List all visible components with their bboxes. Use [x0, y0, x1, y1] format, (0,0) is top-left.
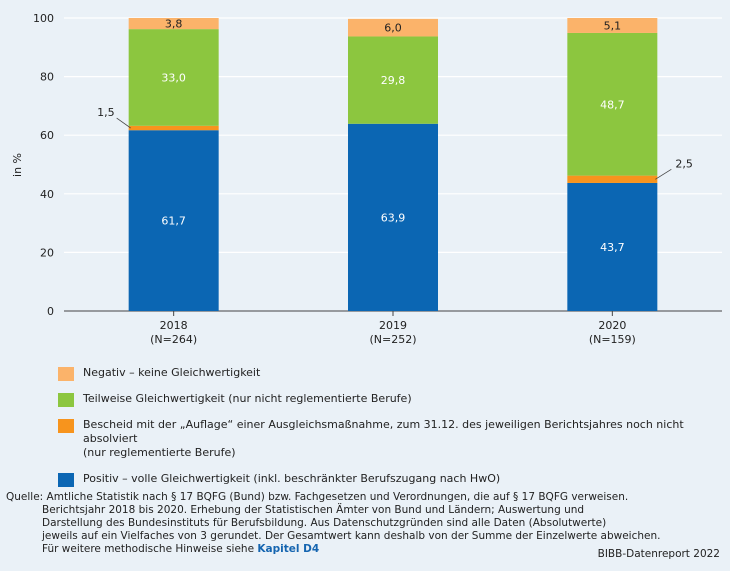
- y-tick-60: 60: [40, 129, 54, 142]
- label-auflage-2020: 2,5: [675, 157, 693, 170]
- label-positiv-2020: 43,7: [600, 241, 625, 254]
- y-tick-100: 100: [33, 12, 54, 25]
- bar-negativ-2019: [348, 18, 438, 37]
- chapter-link[interactable]: Kapitel D4: [257, 543, 320, 555]
- segment-labels: 61,7 1,5 33,0 3,8 63,9 29,8 6,0 43,7 2,5 48,7 5,1: [97, 18, 693, 254]
- x-tick-2020: 2020: [598, 319, 626, 332]
- legend: Negativ – keine Gleichwertigkeit Teilwei…: [58, 366, 718, 487]
- bar-auflage-2020: [567, 175, 658, 183]
- source-line-5: Für weitere methodische Hinweise siehe K…: [6, 543, 724, 556]
- x-tick-sub-2018: (N=264): [150, 333, 197, 346]
- x-tick-sub-2019: (N=252): [369, 333, 416, 346]
- bar-teilweise-2018: [128, 29, 219, 126]
- x-axis-ticks: 2018(N=264) 2019(N=252) 2020(N=159): [150, 311, 636, 346]
- label-teilweise-2020: 48,7: [600, 98, 625, 111]
- source-line-4: jeweils auf ein Vielfaches von 3 gerunde…: [42, 530, 661, 542]
- leader-auflage-2018: [116, 117, 131, 129]
- source-line-1: Quelle: Amtliche Statistik nach § 17 BQF…: [6, 491, 629, 503]
- source-line-2: Berichtsjahr 2018 bis 2020. Erhebung der…: [42, 504, 585, 516]
- label-negativ-2019: 6,0: [384, 22, 402, 35]
- legend-label-auflage: Bescheid mit der „Auflage“ einer Ausglei…: [83, 418, 684, 445]
- x-tick-sub-2020: (N=159): [589, 333, 636, 346]
- bars: [128, 18, 658, 311]
- bar-positiv-2019: [348, 123, 438, 311]
- bar-positiv-2020: [567, 182, 658, 311]
- label-positiv-2018: 61,7: [161, 215, 186, 228]
- legend-swatch-teilweise: [58, 393, 74, 407]
- legend-swatch-negativ: [58, 367, 74, 381]
- label-positiv-2019: 63,9: [381, 211, 406, 224]
- y-axis-ticks: 0 20 40 60 80 100: [33, 12, 54, 318]
- bar-auflage-2018: [128, 125, 219, 131]
- y-tick-20: 20: [40, 246, 54, 259]
- legend-label-positiv: Positiv – volle Gleichwertigkeit (inkl. …: [83, 472, 501, 485]
- legend-swatch-auflage: [58, 419, 74, 433]
- stacked-bar-chart: 0 20 40 60 80 100 in % 61,7 1,5 33,0 3,8 63,9 29,8…: [11, 12, 722, 346]
- legend-label-auflage-line2: (nur reglementierte Berufe): [83, 446, 236, 459]
- legend-item-teilweise: Teilweise Gleichwertigkeit (nur nicht re…: [58, 392, 718, 407]
- bar-negativ-2018: [128, 18, 219, 30]
- brand-label: BIBB-Datenreport 2022: [597, 548, 720, 560]
- bar-positiv-2018: [128, 130, 219, 311]
- bar-teilweise-2020: [567, 32, 658, 176]
- leader-auflage-2020: [655, 168, 672, 180]
- legend-label-teilweise: Teilweise Gleichwertigkeit (nur nicht re…: [83, 392, 412, 405]
- label-teilweise-2019: 29,8: [381, 74, 406, 87]
- label-auflage-2018: 1,5: [97, 106, 115, 119]
- bar-negativ-2020: [567, 18, 658, 33]
- label-negativ-2018: 3,8: [165, 18, 183, 31]
- legend-item-negativ: Negativ – keine Gleichwertigkeit: [58, 366, 718, 381]
- legend-swatch-positiv: [58, 473, 74, 487]
- x-tick-2019: 2019: [379, 319, 407, 332]
- label-teilweise-2018: 33,0: [161, 71, 186, 84]
- y-tick-40: 40: [40, 188, 54, 201]
- legend-label-negativ: Negativ – keine Gleichwertigkeit: [83, 366, 261, 379]
- legend-item-positiv: Positiv – volle Gleichwertigkeit (inkl. …: [58, 472, 718, 487]
- y-tick-80: 80: [40, 71, 54, 84]
- source-line-3: Darstellung des Bundesinstituts für Beru…: [42, 517, 607, 529]
- source-line-5-text: Für weitere methodische Hinweise siehe: [42, 543, 258, 555]
- x-tick-2018: 2018: [160, 319, 188, 332]
- y-axis-label: in %: [11, 153, 24, 177]
- y-tick-0: 0: [47, 305, 54, 318]
- legend-item-auflage: Bescheid mit der „Auflage“ einer Ausglei…: [58, 418, 718, 460]
- bar-teilweise-2019: [348, 36, 438, 124]
- source-note: Quelle: Amtliche Statistik nach § 17 BQF…: [6, 491, 724, 556]
- label-negativ-2020: 5,1: [604, 19, 622, 32]
